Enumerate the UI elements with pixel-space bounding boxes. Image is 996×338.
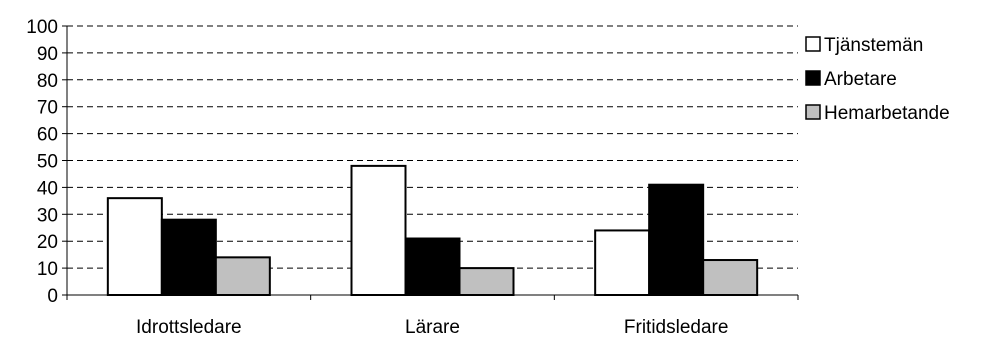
legend-label: Arbetare — [824, 69, 897, 90]
bar-2-1 — [458, 267, 515, 297]
bar-0-2 — [594, 229, 651, 296]
bar-2-0 — [214, 256, 271, 296]
x-category-labels: Idrottsledare Lärare Fritidsledare — [136, 317, 728, 338]
y-tick-label: 80 — [37, 71, 58, 92]
x-category-label: Idrottsledare — [136, 317, 242, 338]
bar-2-2 — [702, 259, 759, 296]
legend-swatch — [805, 70, 821, 86]
bar-0-0 — [106, 197, 163, 296]
legend-label: Tjänstemän — [824, 35, 923, 56]
y-tick-label: 0 — [47, 286, 58, 307]
legend-label: Hemarbetande — [824, 103, 950, 124]
bar-0-1 — [350, 164, 407, 296]
bars — [106, 164, 759, 297]
y-tick-label: 50 — [37, 152, 58, 173]
legend: Tjänstemän Arbetare Hemarbetande — [805, 35, 950, 124]
y-tick-label: 20 — [37, 232, 58, 253]
bar-1-0 — [160, 218, 217, 296]
legend-swatch — [805, 36, 821, 52]
y-tick-label: 90 — [37, 44, 58, 65]
y-tick-label: 70 — [37, 98, 58, 119]
y-tick-label: 40 — [37, 178, 58, 199]
x-category-label: Lärare — [405, 317, 460, 338]
y-tick-label: 100 — [26, 17, 58, 38]
axes — [62, 25, 799, 300]
x-category-label: Fritidsledare — [624, 317, 729, 338]
bar-1-2 — [648, 183, 705, 297]
y-tick-labels: 0 10 20 30 40 50 60 70 80 90 100 — [26, 17, 58, 307]
legend-swatch — [805, 104, 821, 120]
bar-1-1 — [404, 237, 461, 296]
y-tick-label: 60 — [37, 125, 58, 146]
y-tick-label: 10 — [37, 259, 58, 280]
y-tick-label: 30 — [37, 205, 58, 226]
